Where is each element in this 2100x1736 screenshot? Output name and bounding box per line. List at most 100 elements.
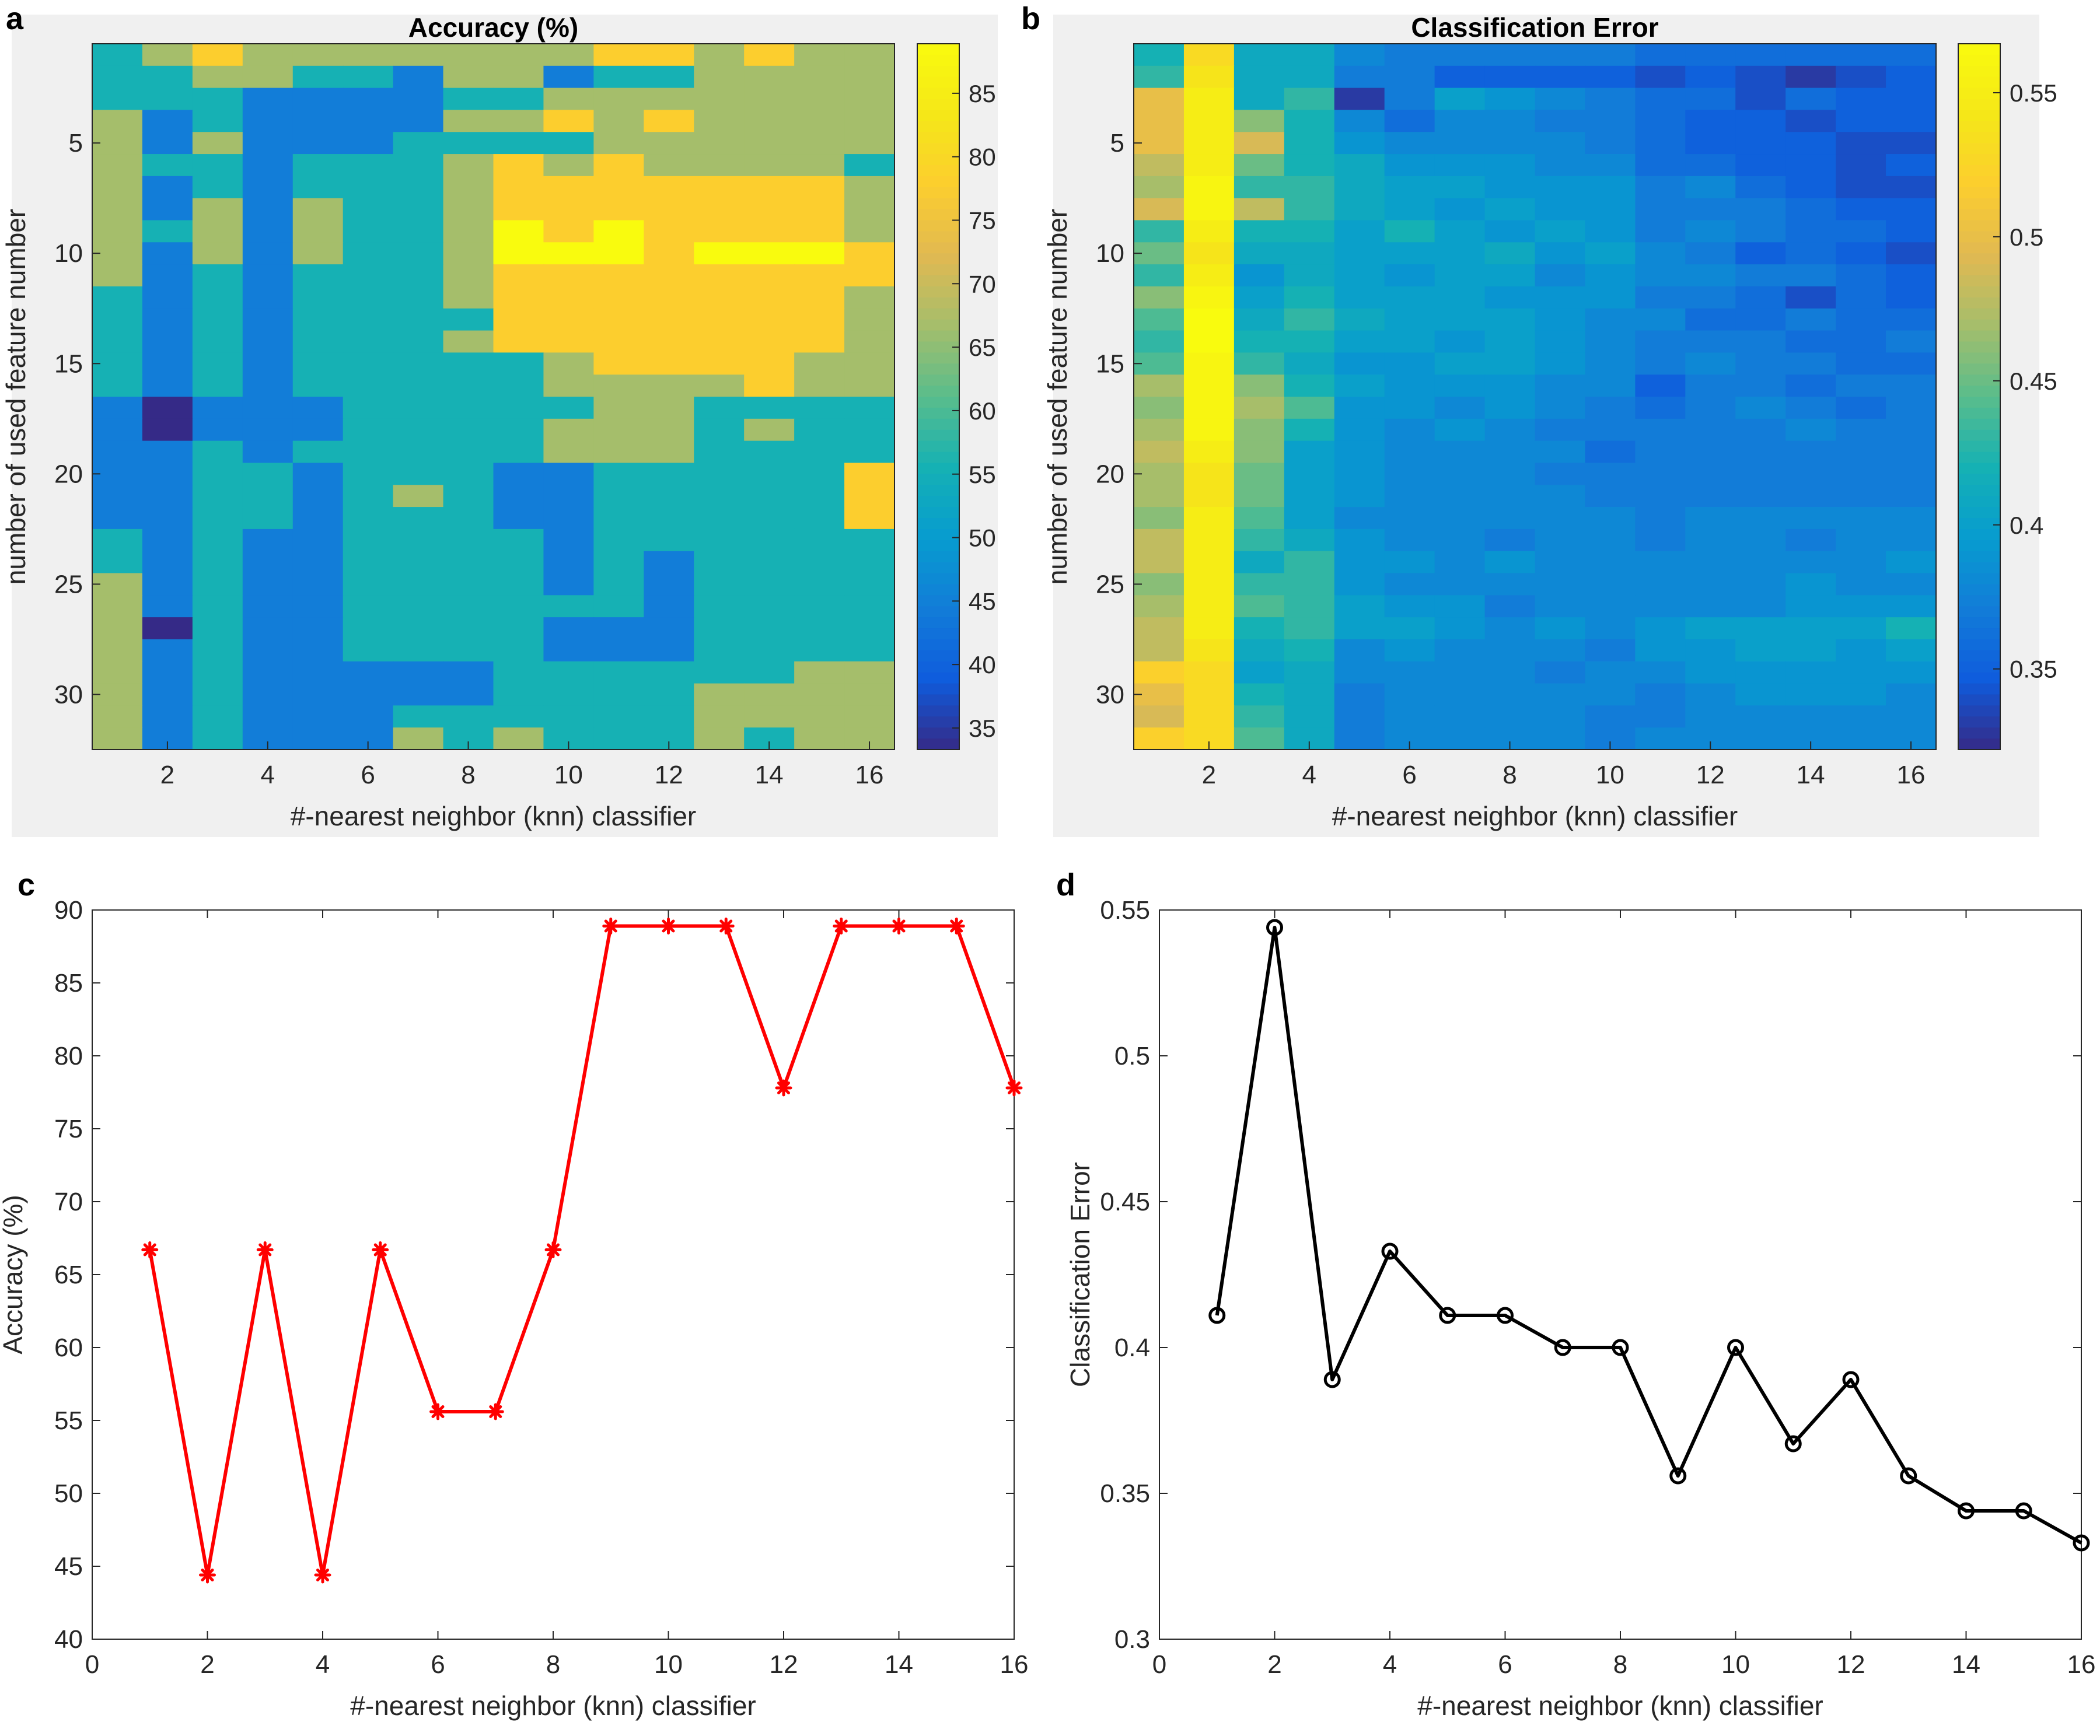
heatmap-cell — [1183, 374, 1235, 397]
heatmap-cell — [443, 595, 494, 618]
heatmap-cell — [694, 132, 745, 155]
heatmap-cell — [1484, 308, 1536, 331]
heatmap-cell — [1886, 65, 1937, 89]
heatmap-cell — [142, 242, 193, 265]
heatmap-cell — [1836, 110, 1886, 133]
heatmap-cell — [1685, 242, 1736, 265]
colorbar-band — [917, 573, 959, 585]
heatmap-cell — [1585, 154, 1636, 177]
heatmap-cell — [1384, 330, 1435, 354]
colorbar-band — [917, 54, 959, 66]
colorbar-band — [1958, 44, 2000, 55]
data-point — [1497, 1307, 1514, 1324]
heatmap-cell — [142, 617, 193, 640]
heatmap-cell — [844, 551, 895, 574]
heatmap-cell — [242, 705, 293, 728]
heatmap-cell — [1836, 286, 1886, 309]
heatmap-cell — [1183, 308, 1235, 331]
heatmap-cell — [543, 485, 595, 508]
heatmap-cell — [1535, 220, 1586, 243]
heatmap-cell — [543, 220, 595, 243]
heatmap-cell — [694, 65, 745, 89]
heatmap-cell — [242, 264, 293, 287]
heatmap-cell — [593, 551, 645, 574]
heatmap-cell — [142, 44, 193, 66]
colorbar-band — [917, 584, 959, 596]
heatmap-cell — [794, 485, 845, 508]
heatmap-cell — [1585, 264, 1636, 287]
heatmap-cell — [644, 198, 695, 221]
colorbar-band — [1958, 562, 2000, 574]
heatmap-cell — [443, 661, 494, 684]
heatmap-cell — [1284, 242, 1335, 265]
heatmap-cell — [593, 418, 645, 442]
heatmap-cell — [1785, 595, 1836, 618]
heatmap-cell — [543, 463, 595, 486]
series-line — [148, 924, 1016, 1577]
heatmap-cell — [1585, 440, 1636, 464]
heatmap-cell — [644, 683, 695, 706]
heatmap-cell — [1484, 528, 1536, 552]
heatmap-cell — [1334, 528, 1385, 552]
heatmap-cell — [1836, 573, 1886, 596]
heatmap-cell — [192, 463, 243, 486]
heatmap-cell — [192, 507, 243, 530]
heatmap-cell — [142, 507, 193, 530]
heatmap-cell — [1384, 65, 1435, 89]
heatmap-cell — [242, 242, 293, 265]
colorbar-tick-label: 0.45 — [2010, 368, 2057, 395]
heatmap-cell — [192, 727, 243, 750]
heatmap-cell — [1735, 528, 1786, 552]
heatmap-cell — [1234, 374, 1285, 397]
heatmap-cell — [443, 198, 494, 221]
heatmap-cell — [543, 617, 595, 640]
heatmap-cell — [644, 595, 695, 618]
heatmap-cell — [1535, 528, 1586, 552]
y-tick-label: 80 — [54, 1042, 83, 1070]
heatmap-cell — [1785, 617, 1836, 640]
heatmap-cell — [1384, 374, 1435, 397]
heatmap-cell — [192, 65, 243, 89]
heatmap-cell — [593, 374, 645, 397]
colorbar-band — [1958, 297, 2000, 309]
x-tick-label: 8 — [1503, 761, 1517, 789]
heatmap-cell — [1535, 595, 1586, 618]
heatmap-cell — [694, 286, 745, 309]
heatmap-cell — [644, 264, 695, 287]
x-tick-label: 10 — [554, 761, 583, 789]
colorbar-band — [917, 540, 959, 552]
heatmap-cell — [343, 176, 394, 199]
heatmap-cell — [1484, 132, 1536, 155]
heatmap-cell — [393, 683, 444, 706]
heatmap-cell — [543, 198, 595, 221]
heatmap-cell — [1685, 330, 1736, 354]
heatmap-cell — [1685, 485, 1736, 508]
heatmap-cell — [593, 264, 645, 287]
heatmap-cell — [644, 308, 695, 331]
heatmap-cell — [1334, 154, 1385, 177]
heatmap-cell — [744, 617, 795, 640]
heatmap-cell — [593, 330, 645, 354]
data-point — [660, 918, 677, 935]
chart-title: Accuracy (%) — [408, 12, 578, 43]
x-tick-label: 10 — [1596, 761, 1624, 789]
colorbar-band — [1958, 319, 2000, 331]
heatmap-cell — [1284, 528, 1335, 552]
colorbar-band — [1958, 507, 2000, 519]
heatmap-cell — [393, 264, 444, 287]
heatmap-cell — [794, 198, 845, 221]
heatmap-cell — [844, 705, 895, 728]
colorbar-band — [917, 683, 959, 695]
colorbar-band — [1958, 374, 2000, 386]
heatmap-cell — [644, 705, 695, 728]
y-tick-label: 20 — [54, 460, 83, 488]
heatmap-cell — [744, 88, 795, 111]
heatmap-cell — [543, 176, 595, 199]
heatmap-cell — [543, 595, 595, 618]
heatmap-cell — [1484, 110, 1536, 133]
heatmap-cell — [644, 528, 695, 552]
colorbar-band — [1958, 573, 2000, 585]
heatmap-cell — [192, 330, 243, 354]
heatmap-cell — [794, 132, 845, 155]
heatmap-cell — [593, 65, 645, 89]
